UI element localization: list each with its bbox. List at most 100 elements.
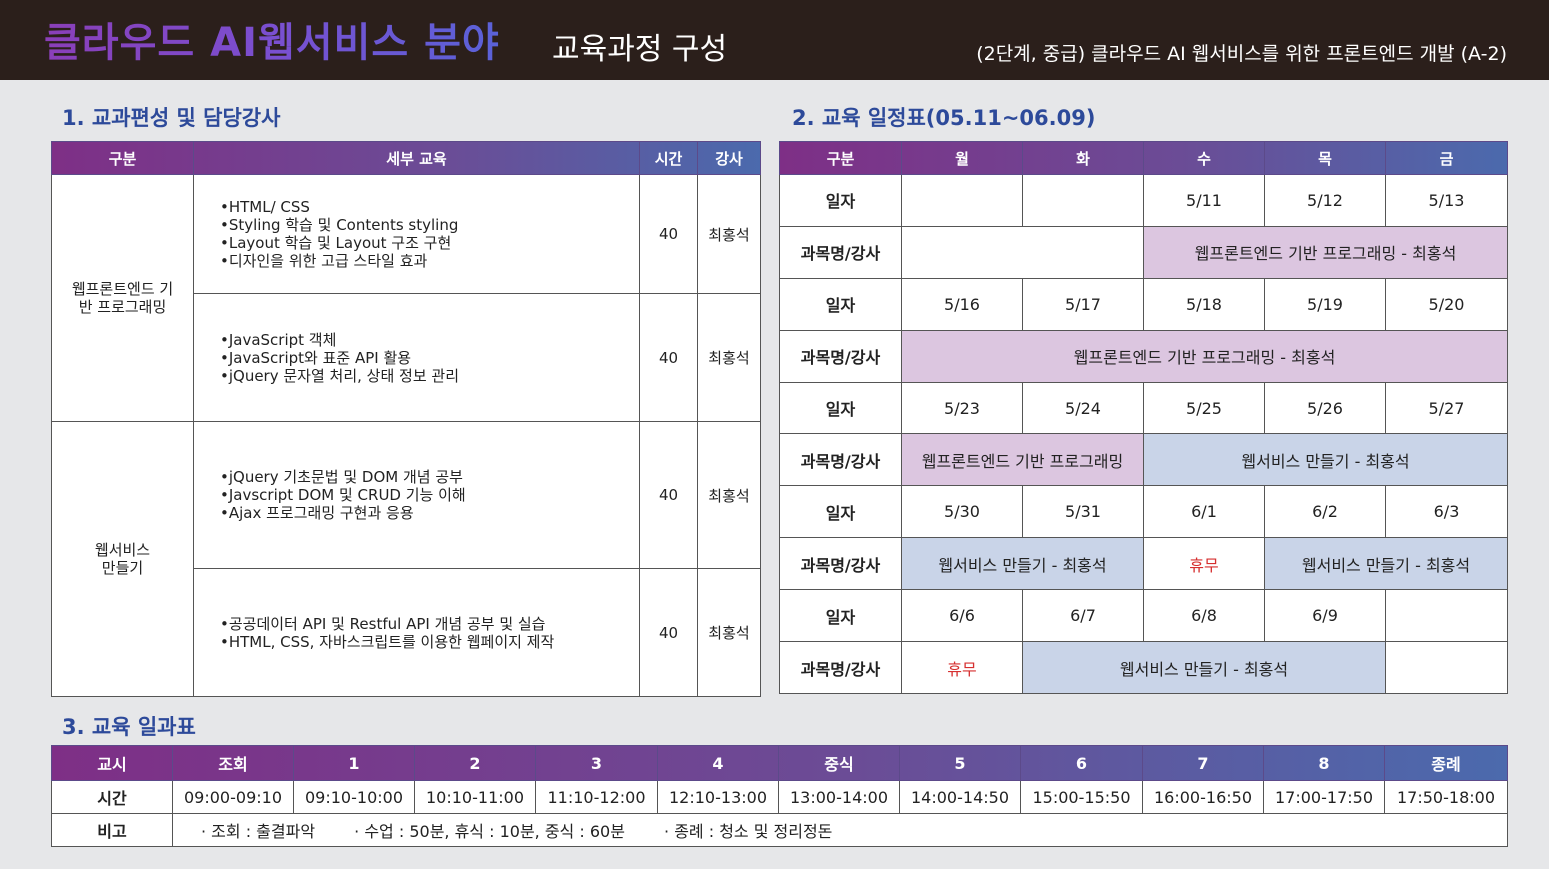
date-cell (1022, 174, 1144, 227)
col-header: 7 (1142, 745, 1264, 781)
col-header: 중식 (778, 745, 900, 781)
curriculum-table: 구분 세부 교육 시간 강사 웹프론트엔드 기반 프로그래밍 •HTML/ CS… (51, 141, 761, 697)
instructor-cell: 최홍석 (697, 421, 761, 569)
instructor-cell: 최홍석 (697, 174, 761, 294)
curriculum-header-row: 구분 세부 교육 시간 강사 (51, 141, 761, 175)
holiday-cell: 휴무 (901, 641, 1023, 694)
date-cell: 5/30 (901, 485, 1023, 539)
date-cell: 5/23 (901, 381, 1023, 435)
holiday-cell: 휴무 (1143, 537, 1265, 591)
subject-row: 과목명/강사 웹프론트엔드 기반 프로그래밍 웹서비스 만들기 - 최홍석 (779, 433, 1508, 487)
time-cell: 15:00-15:50 (1020, 780, 1143, 814)
time-cell: 16:00-16:50 (1142, 780, 1264, 814)
schedule-header-row: 구분 월 화 수 목 금 (779, 141, 1508, 175)
subject-label: 과목명/강사 (779, 433, 902, 487)
col-header: 5 (899, 745, 1021, 781)
time-cell: 13:00-14:00 (778, 780, 900, 814)
date-label: 일자 (779, 277, 902, 331)
col-header: 금 (1385, 141, 1508, 175)
date-cell: 5/13 (1385, 174, 1508, 227)
col-header: 구분 (779, 141, 902, 175)
detail-item: •Styling 학습 및 Contents styling (220, 216, 459, 234)
date-cell: 5/18 (1143, 277, 1265, 331)
time-cell: 17:50-18:00 (1384, 780, 1508, 814)
date-cell: 6/1 (1143, 485, 1265, 539)
subject-label: 과목명/강사 (779, 537, 902, 591)
hours-cell: 40 (639, 174, 698, 294)
date-cell: 6/2 (1264, 485, 1386, 539)
col-header: 구분 (51, 141, 194, 175)
subject-cell: 웹서비스 만들기 - 최홍석 (1143, 433, 1508, 487)
col-header: 수 (1143, 141, 1265, 175)
date-row: 일자 5/30 5/31 6/1 6/2 6/3 (779, 485, 1508, 539)
subject-cell: 웹프론트엔드 기반 프로그래밍 (901, 433, 1144, 487)
col-header: 4 (657, 745, 779, 781)
time-cell: 11:10-12:00 (535, 780, 658, 814)
subject-cell: 웹서비스 만들기 - 최홍석 (1022, 641, 1386, 694)
page-header: 클라우드 AI웹서비스 분야 교육과정 구성 (2단계, 중급) 클라우드 AI… (0, 0, 1549, 80)
period-header-row: 교시 조회 1 2 3 4 중식 5 6 7 8 종례 (51, 745, 1508, 781)
date-cell: 6/3 (1385, 485, 1508, 539)
header-subtitle: 교육과정 구성 (552, 32, 728, 67)
date-cell: 6/6 (901, 589, 1023, 643)
date-cell: 5/12 (1264, 174, 1386, 227)
note-label: 비고 (51, 813, 173, 847)
col-header: 6 (1020, 745, 1143, 781)
date-row: 일자 5/23 5/24 5/25 5/26 5/27 (779, 381, 1508, 435)
date-label: 일자 (779, 485, 902, 539)
time-cell: 09:10-10:00 (293, 780, 415, 814)
detail-item: •jQuery 문자열 처리, 상태 정보 관리 (220, 366, 460, 385)
col-header: 강사 (697, 141, 761, 175)
table-row: •공공데이터 API 및 Restful API 개념 공부 및 실습 •HTM… (52, 568, 761, 697)
col-header: 화 (1022, 141, 1144, 175)
detail-cell: •HTML/ CSS •Styling 학습 및 Contents stylin… (193, 174, 640, 294)
hours-cell: 40 (639, 421, 698, 569)
note-item: · 조회 : 출결파악 (201, 822, 316, 841)
detail-cell: •jQuery 기초문법 및 DOM 개념 공부 •Javscript DOM … (193, 421, 640, 569)
note-row: 비고 · 조회 : 출결파악 · 수업 : 50분, 휴식 : 10분, 중식 … (51, 813, 1508, 847)
col-header: 2 (414, 745, 536, 781)
course-name: (2단계, 중급) 클라우드 AI 웹서비스를 위한 프론트엔드 개발 (A-2… (976, 43, 1507, 65)
subject-row: 과목명/강사 웹서비스 만들기 - 최홍석 휴무 웹서비스 만들기 - 최홍석 (779, 537, 1508, 591)
date-cell: 5/11 (1143, 174, 1265, 227)
detail-item: •공공데이터 API 및 Restful API 개념 공부 및 실습 (220, 614, 546, 633)
instructor-cell: 최홍석 (697, 293, 761, 422)
detail-cell: •공공데이터 API 및 Restful API 개념 공부 및 실습 •HTM… (193, 568, 640, 697)
detail-item: •Layout 학습 및 Layout 구조 구현 (220, 234, 452, 252)
instructor-cell: 최홍석 (697, 568, 761, 697)
note-item: · 종례 : 청소 및 정리정돈 (664, 822, 833, 841)
subject-row: 과목명/강사 웹프론트엔드 기반 프로그래밍 - 최홍석 (779, 225, 1508, 279)
col-header: 종례 (1384, 745, 1508, 781)
note-cell: · 조회 : 출결파악 · 수업 : 50분, 휴식 : 10분, 중식 : 6… (172, 813, 1508, 847)
col-header: 시간 (639, 141, 698, 175)
col-header: 월 (901, 141, 1023, 175)
date-row: 일자 6/6 6/7 6/8 6/9 (779, 589, 1508, 643)
col-header: 교시 (51, 745, 173, 781)
date-cell: 5/19 (1264, 277, 1386, 331)
section3-title: 3. 교육 일과표 (62, 715, 196, 739)
section1-title: 1. 교과편성 및 담당강사 (62, 106, 281, 130)
date-label: 일자 (779, 589, 902, 643)
detail-item: •디자인을 위한 고급 스타일 효과 (220, 252, 428, 270)
date-cell: 5/24 (1022, 381, 1144, 435)
date-cell: 5/20 (1385, 277, 1508, 331)
date-cell: 5/25 (1143, 381, 1265, 435)
detail-item: •Javscript DOM 및 CRUD 기능 이해 (220, 486, 466, 504)
hours-cell: 40 (639, 293, 698, 422)
date-cell: 6/9 (1264, 589, 1386, 643)
date-cell: 5/31 (1022, 485, 1144, 539)
section2-title: 2. 교육 일정표(05.11~06.09) (792, 106, 1096, 130)
empty-cell (901, 225, 1144, 279)
daily-schedule-table: 교시 조회 1 2 3 4 중식 5 6 7 8 종례 시간 09:00-09:… (51, 745, 1508, 847)
detail-item: •HTML/ CSS (220, 198, 310, 216)
date-row: 일자 5/11 5/12 5/13 (779, 174, 1508, 227)
detail-item: •jQuery 기초문법 및 DOM 개념 공부 (220, 468, 463, 486)
time-cell: 12:10-13:00 (657, 780, 779, 814)
time-cell: 10:10-11:00 (414, 780, 536, 814)
date-label: 일자 (779, 381, 902, 435)
header-title: 클라우드 AI웹서비스 분야 (44, 10, 500, 68)
subject-cell: 웹서비스 만들기 - 최홍석 (901, 537, 1144, 591)
category-cell: 웹서비스 만들기 (51, 421, 194, 697)
col-header: 8 (1263, 745, 1385, 781)
time-row: 시간 09:00-09:10 09:10-10:00 10:10-11:00 1… (51, 780, 1508, 814)
